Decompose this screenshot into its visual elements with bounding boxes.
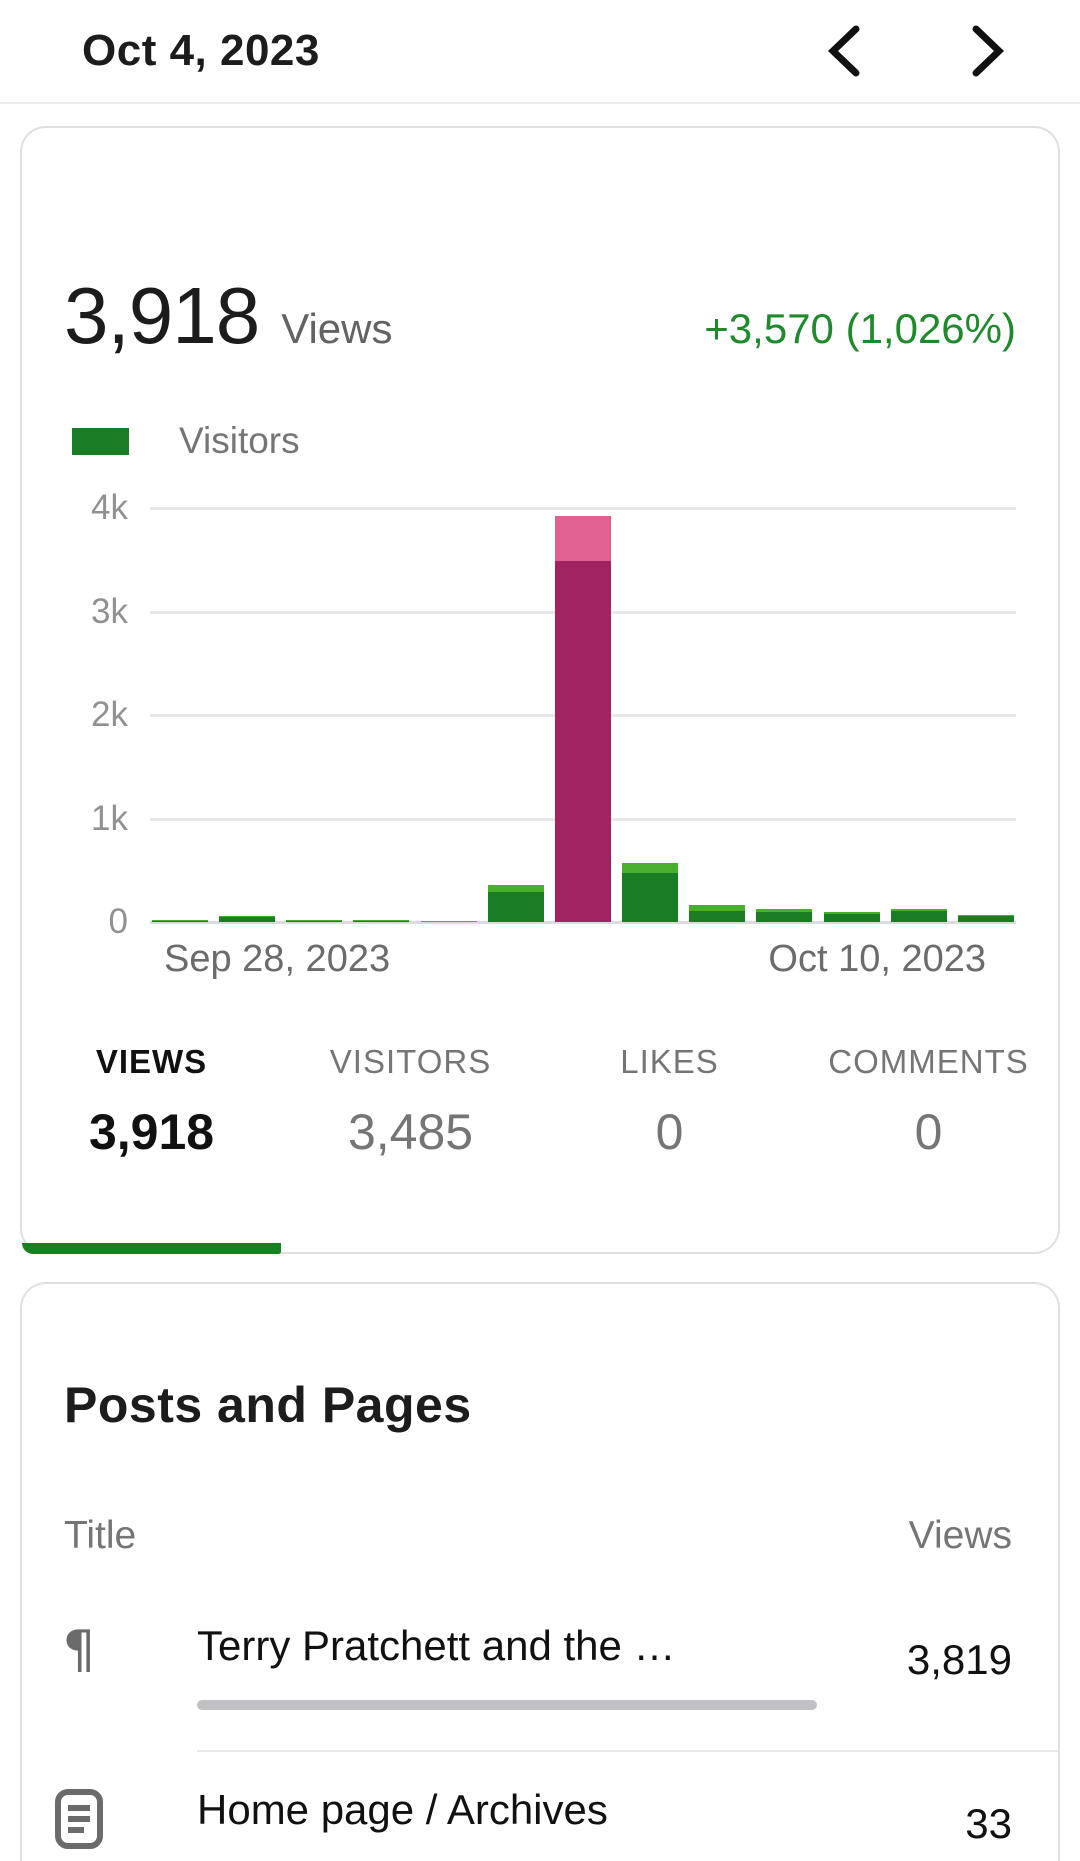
metric-tab-label: VISITORS [329, 1043, 492, 1080]
current-date-label: Oct 4, 2023 [82, 26, 320, 75]
bar-selected-day[interactable] [554, 516, 611, 922]
views-segment [622, 863, 679, 873]
bar-day[interactable] [487, 885, 544, 922]
x-axis-end-label: Oct 10, 2023 [768, 938, 986, 980]
post-row[interactable]: ¶ Terry Pratchett and the … 3,819 [22, 1588, 1058, 1752]
metric-tab-value: 0 [914, 1104, 943, 1160]
views-column-header: Views [908, 1514, 1012, 1557]
row-divider [197, 1750, 1058, 1752]
metric-tab-comments[interactable]: COMMENTS 0 [799, 1043, 1058, 1161]
metric-tab-label: VIEWS [95, 1043, 208, 1080]
post-title: Home page / Archives [197, 1786, 608, 1833]
bar-day[interactable] [353, 920, 410, 922]
y-axis-tick-label: 0 [108, 902, 128, 941]
chart-y-axis: 4k 3k 2k 1k 0 [22, 488, 150, 941]
bar-day[interactable] [219, 916, 276, 922]
y-axis-tick-label: 1k [91, 798, 128, 838]
post-title: Terry Pratchett and the … [197, 1622, 676, 1669]
views-segment [487, 885, 544, 892]
visitors-legend-swatch-icon [72, 427, 129, 455]
gridline [150, 507, 1016, 510]
visitors-segment [756, 912, 813, 922]
post-views-value: 33 [965, 1800, 1012, 1847]
document-icon [50, 1786, 108, 1855]
metric-tab-value: 3,485 [347, 1104, 474, 1160]
posts-table-header: Title Views [22, 1434, 1058, 1558]
chevron-left-icon [827, 25, 861, 77]
bar-day[interactable] [152, 920, 208, 922]
views-segment [890, 909, 947, 911]
bar-day[interactable] [622, 863, 679, 922]
posts-table: ¶ Terry Pratchett and the … 3,819 Home p… [22, 1588, 1058, 1861]
y-axis-tick-label: 2k [91, 695, 128, 734]
y-axis-tick-label: 4k [91, 488, 128, 527]
posts-and-pages-card: Posts and Pages Title Views ¶ Terry Prat… [20, 1282, 1060, 1861]
bar-day[interactable] [689, 905, 746, 922]
post-row[interactable]: Home page / Archives 33 [22, 1752, 1058, 1861]
post-views-value: 3,819 [906, 1636, 1012, 1683]
metric-tab-value: 3,918 [88, 1104, 215, 1160]
visitors-segment [823, 914, 880, 922]
visitors-segment [353, 921, 410, 922]
metric-tab-visitors[interactable]: VISITORS 3,485 [281, 1043, 540, 1161]
visitors-segment [957, 916, 1014, 922]
date-header-bar: Oct 4, 2023 [0, 0, 1080, 104]
views-segment [353, 920, 410, 921]
visitors-segment [689, 911, 746, 922]
next-date-button[interactable] [940, 13, 1036, 89]
metric-tab-label: LIKES [620, 1043, 719, 1080]
views-segment [957, 915, 1014, 916]
visitors-segment [890, 911, 947, 922]
bar-day[interactable] [286, 920, 343, 922]
visitors-legend-label: Visitors [179, 420, 300, 461]
chart-plot-area [150, 507, 1016, 924]
metric-tabs: VIEWS 3,918 VISITORS 3,485 LIKES 0 COMME… [22, 1043, 1058, 1161]
bar-day[interactable] [890, 909, 947, 922]
x-axis-start-label: Sep 28, 2023 [164, 938, 391, 980]
views-bar-chart: 4k 3k 2k 1k 0 Sep 28, 2023 Oct 10, 2023 [22, 488, 1016, 981]
bar-day[interactable] [420, 921, 477, 922]
metric-tab-views[interactable]: VIEWS 3,918 [22, 1043, 281, 1161]
views-stats-card: 3,918 Views +3,570 (1,026%) Visitors 4k 3… [20, 126, 1060, 1254]
bar-day[interactable] [823, 912, 880, 922]
views-segment [286, 920, 343, 921]
views-summary: 3,918 Views +3,570 (1,026%) [22, 128, 1058, 362]
previous-date-button[interactable] [796, 13, 892, 89]
views-segment [823, 912, 880, 914]
visitors-segment [286, 921, 343, 922]
y-axis-tick-label: 3k [91, 591, 128, 631]
visitors-segment [152, 921, 208, 922]
views-segment [219, 916, 276, 917]
views-change-badge: +3,570 (1,026%) [704, 305, 1016, 352]
views-segment [689, 905, 746, 911]
chart-x-axis: Sep 28, 2023 Oct 10, 2023 [22, 922, 1016, 981]
bar-day[interactable] [756, 909, 813, 922]
total-views-value: 3,918 [64, 271, 260, 360]
visitors-segment [487, 892, 544, 922]
chevron-right-icon [971, 25, 1005, 77]
total-views-label: Views [281, 305, 393, 352]
selected-tab-underline [22, 1243, 281, 1254]
views-segment [152, 920, 208, 921]
title-column-header: Title [64, 1514, 137, 1557]
x-axis-baseline [150, 921, 1016, 924]
bar-day[interactable] [957, 915, 1014, 922]
post-views-bar [197, 1700, 817, 1710]
visitors-segment [554, 561, 611, 922]
views-segment [554, 516, 611, 561]
views-segment [420, 921, 477, 922]
metric-tab-likes[interactable]: LIKES 0 [540, 1043, 799, 1161]
pilcrow-icon: ¶ [62, 1620, 96, 1680]
chart-legend: Visitors [22, 362, 1058, 462]
posts-card-title: Posts and Pages [64, 1377, 472, 1433]
visitors-segment [219, 917, 276, 922]
views-segment [756, 909, 813, 912]
metric-tab-value: 0 [655, 1104, 684, 1160]
metric-tab-label: COMMENTS [828, 1043, 1029, 1080]
visitors-segment [622, 873, 679, 922]
